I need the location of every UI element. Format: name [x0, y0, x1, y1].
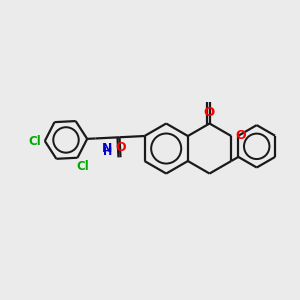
Text: Cl: Cl — [28, 135, 41, 148]
Text: O: O — [203, 106, 214, 119]
Text: O: O — [235, 129, 246, 142]
Text: O: O — [115, 141, 126, 154]
Text: N: N — [102, 142, 113, 155]
Text: Cl: Cl — [77, 160, 89, 173]
Text: H: H — [103, 147, 112, 157]
